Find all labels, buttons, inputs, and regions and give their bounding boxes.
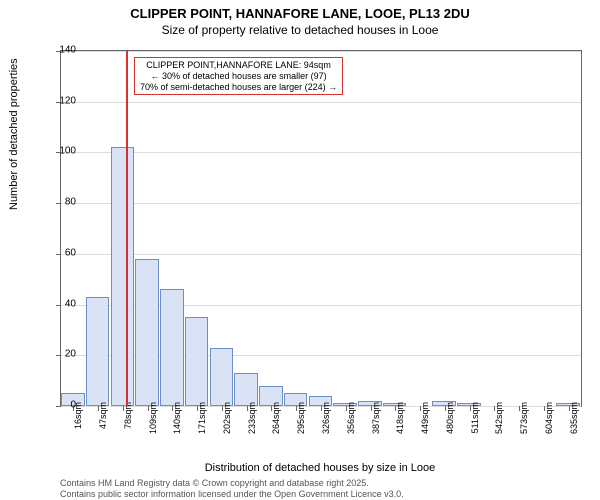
x-tick-label: 78sqm xyxy=(123,402,133,429)
annotation-box: CLIPPER POINT,HANNAFORE LANE: 94sqm← 30%… xyxy=(134,57,343,95)
x-tick-mark xyxy=(321,406,322,411)
histogram-bar xyxy=(135,259,159,406)
x-tick-label: 604sqm xyxy=(544,402,554,434)
x-tick-mark xyxy=(222,406,223,411)
x-tick-label: 171sqm xyxy=(197,402,207,434)
y-tick-label: 80 xyxy=(46,197,76,208)
histogram-bar xyxy=(210,348,234,406)
x-tick-label: 511sqm xyxy=(470,402,480,433)
gridline xyxy=(61,102,581,103)
x-tick-mark xyxy=(395,406,396,411)
y-tick-label: 20 xyxy=(46,349,76,360)
histogram-bar xyxy=(111,147,135,406)
x-tick-label: 387sqm xyxy=(371,402,381,434)
x-tick-label: 480sqm xyxy=(445,402,455,434)
x-tick-label: 418sqm xyxy=(395,402,405,434)
x-tick-mark xyxy=(519,406,520,411)
x-tick-mark xyxy=(271,406,272,411)
x-tick-label: 449sqm xyxy=(420,402,430,434)
gridline xyxy=(61,254,581,255)
x-tick-label: 202sqm xyxy=(222,402,232,434)
x-tick-mark xyxy=(445,406,446,411)
footer-copyright-1: Contains HM Land Registry data © Crown c… xyxy=(60,478,369,488)
x-tick-label: 356sqm xyxy=(346,402,356,434)
x-tick-mark xyxy=(371,406,372,411)
x-tick-mark xyxy=(98,406,99,411)
annotation-line: 70% of semi-detached houses are larger (… xyxy=(140,82,337,93)
x-tick-mark xyxy=(172,406,173,411)
gridline xyxy=(61,203,581,204)
x-tick-label: 109sqm xyxy=(148,402,158,434)
x-tick-mark xyxy=(197,406,198,411)
plot-area: 16sqm47sqm78sqm109sqm140sqm171sqm202sqm2… xyxy=(60,50,582,407)
x-tick-mark xyxy=(470,406,471,411)
x-tick-mark xyxy=(494,406,495,411)
y-tick-label: 140 xyxy=(46,45,76,56)
histogram-bar xyxy=(185,317,209,406)
y-tick-label: 40 xyxy=(46,298,76,309)
x-tick-label: 233sqm xyxy=(247,402,257,434)
x-tick-label: 140sqm xyxy=(172,402,182,434)
x-tick-mark xyxy=(123,406,124,411)
x-tick-label: 295sqm xyxy=(296,402,306,434)
x-tick-label: 264sqm xyxy=(271,402,281,434)
y-tick-label: 120 xyxy=(46,95,76,106)
x-axis-label: Distribution of detached houses by size … xyxy=(60,462,580,474)
y-tick-label: 100 xyxy=(46,146,76,157)
x-tick-label: 573sqm xyxy=(519,402,529,434)
x-tick-mark xyxy=(148,406,149,411)
x-tick-label: 542sqm xyxy=(494,402,504,434)
histogram-bar xyxy=(160,289,184,406)
gridline xyxy=(61,51,581,52)
chart-subtitle: Size of property relative to detached ho… xyxy=(0,21,600,37)
histogram-bar xyxy=(86,297,110,406)
x-tick-mark xyxy=(296,406,297,411)
annotation-line: ← 30% of detached houses are smaller (97… xyxy=(140,71,337,82)
x-tick-mark xyxy=(420,406,421,411)
y-tick-label: 0 xyxy=(46,400,76,411)
x-tick-label: 47sqm xyxy=(98,402,108,429)
x-tick-label: 635sqm xyxy=(569,402,579,434)
x-tick-label: 326sqm xyxy=(321,402,331,434)
y-axis-label: Number of detached properties xyxy=(8,58,20,210)
annotation-line: CLIPPER POINT,HANNAFORE LANE: 94sqm xyxy=(140,60,337,71)
gridline xyxy=(61,152,581,153)
x-tick-mark xyxy=(247,406,248,411)
chart-title: CLIPPER POINT, HANNAFORE LANE, LOOE, PL1… xyxy=(0,0,600,21)
chart-container: CLIPPER POINT, HANNAFORE LANE, LOOE, PL1… xyxy=(0,0,600,500)
x-tick-mark xyxy=(544,406,545,411)
reference-line xyxy=(126,51,128,406)
y-tick-label: 60 xyxy=(46,247,76,258)
x-tick-mark xyxy=(346,406,347,411)
x-tick-mark xyxy=(569,406,570,411)
footer-copyright-2: Contains public sector information licen… xyxy=(60,489,404,499)
